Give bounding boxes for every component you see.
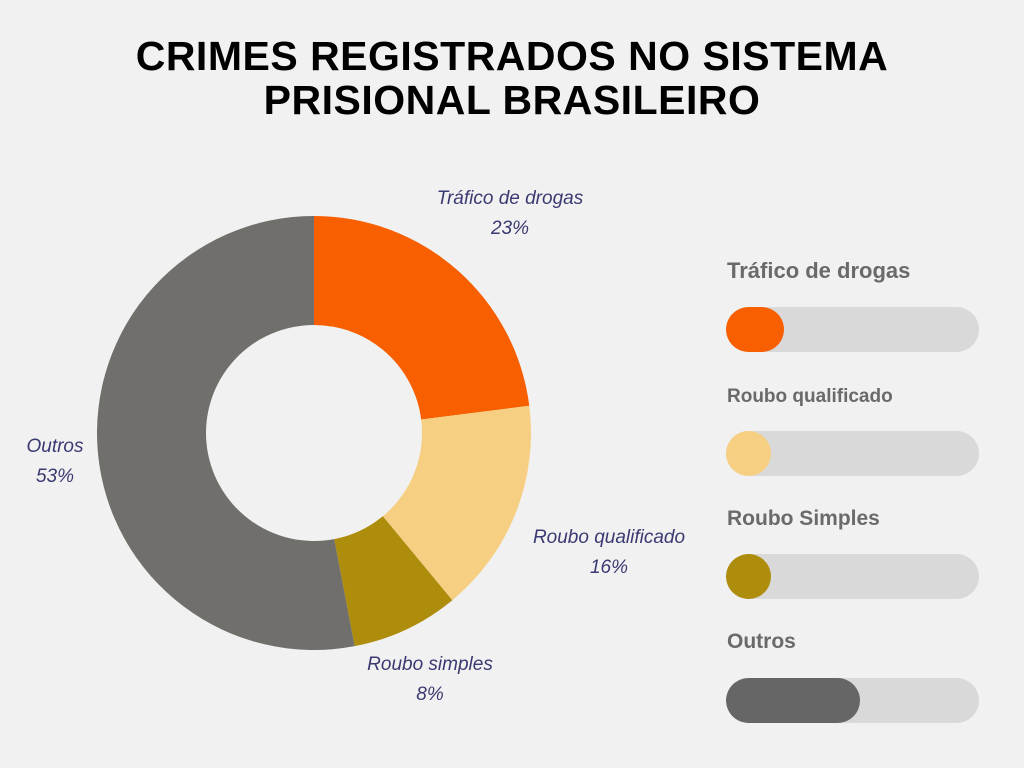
slice-name-label: Outros [26, 436, 84, 457]
slice-value-label: 8% [416, 684, 444, 705]
slice-name-label: Roubo simples [367, 654, 493, 675]
chart-title: CRIMES REGISTRADOS NO SISTEMA PRISIONAL … [0, 34, 1024, 122]
legend-label: Roubo qualificado [727, 386, 893, 407]
legend-progress-fill [726, 431, 771, 476]
legend-label: Outros [727, 630, 796, 653]
legend-progress-track [726, 307, 979, 352]
slice-name-label: Tráfico de drogas [437, 188, 584, 209]
donut-slice-roubo-simples [334, 516, 453, 647]
slice-value-label: 53% [36, 466, 74, 487]
donut-slice-roubo-qualificado [382, 405, 531, 601]
legend-progress-track [726, 554, 979, 599]
legend-label: Tráfico de drogas [727, 258, 911, 283]
slice-value-label: 23% [490, 218, 529, 239]
legend-progress-track [726, 678, 979, 723]
chart-title-line-1: CRIMES REGISTRADOS NO SISTEMA [135, 33, 889, 79]
slice-name-label: Roubo qualificado [533, 527, 685, 548]
legend-progress-fill [726, 678, 861, 723]
legend-label: Roubo Simples [727, 507, 880, 530]
donut-slice-tr-fico-de-drogas [314, 216, 530, 420]
legend-progress-fill [726, 307, 785, 352]
legend-progress-fill [726, 554, 771, 599]
slice-value-label: 16% [590, 557, 628, 578]
donut-slice-outros [96, 216, 355, 650]
legend-progress-track [726, 431, 979, 476]
chart-title-line-2: PRISIONAL BRASILEIRO [263, 77, 761, 123]
